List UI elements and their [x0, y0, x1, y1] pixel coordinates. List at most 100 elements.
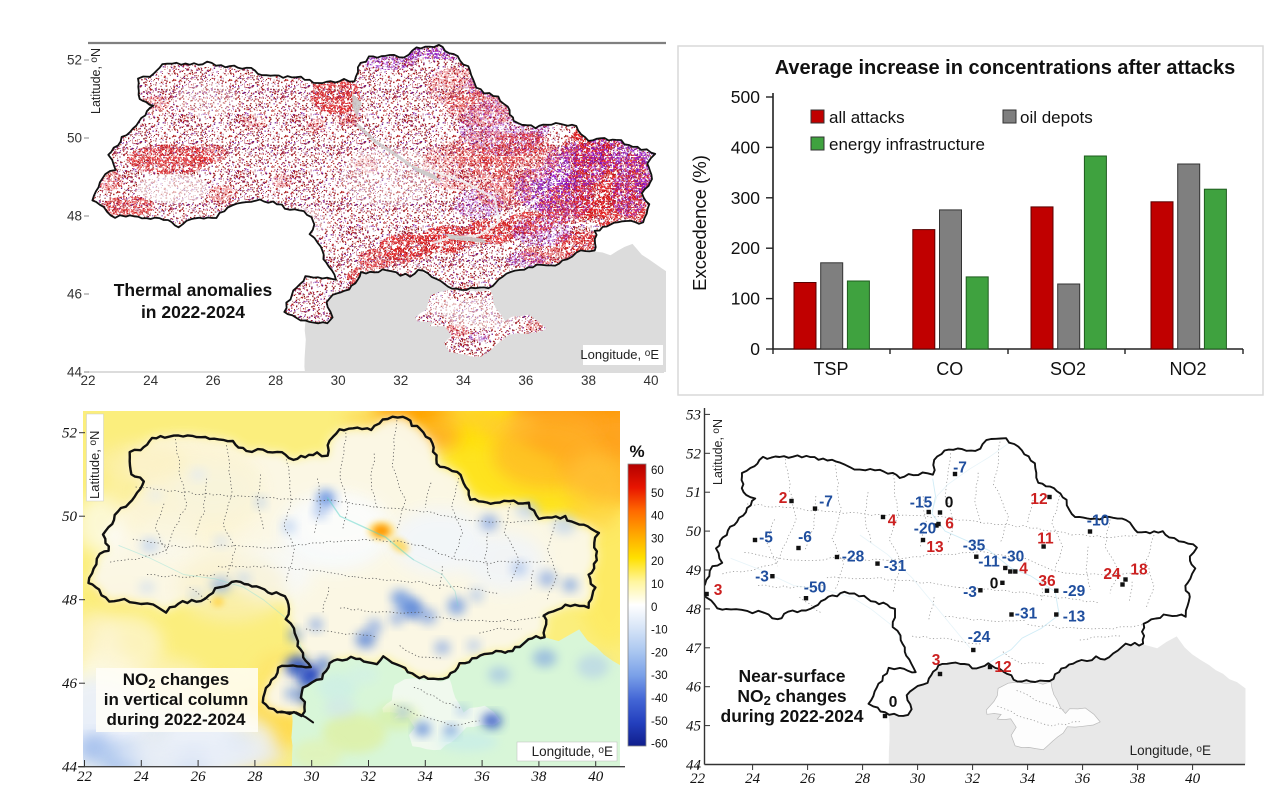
svg-text:-7: -7	[953, 460, 967, 477]
svg-text:-28: -28	[842, 549, 865, 566]
svg-text:38: 38	[581, 373, 596, 388]
svg-text:all attacks: all attacks	[829, 108, 905, 127]
svg-text:4: 4	[888, 513, 897, 530]
svg-text:NO2 changes: NO2 changes	[737, 686, 847, 708]
svg-text:3: 3	[714, 582, 723, 599]
svg-text:44: 44	[62, 760, 78, 776]
svg-text:-13: -13	[1063, 609, 1086, 626]
svg-text:46: 46	[62, 676, 78, 692]
svg-text:NO2: NO2	[1169, 359, 1206, 379]
svg-text:-11: -11	[978, 554, 1000, 571]
svg-text:32: 32	[393, 373, 408, 388]
svg-text:28: 28	[855, 771, 871, 787]
svg-text:30: 30	[331, 373, 346, 388]
svg-text:30: 30	[909, 771, 926, 787]
svg-text:47: 47	[686, 641, 703, 657]
svg-text:2: 2	[779, 490, 788, 507]
svg-text:30: 30	[303, 769, 320, 785]
svg-text:-30: -30	[1002, 549, 1024, 566]
svg-text:51: 51	[686, 485, 701, 501]
svg-text:during 2022-2024: during 2022-2024	[721, 706, 864, 726]
svg-text:22: 22	[80, 373, 95, 388]
svg-text:36: 36	[474, 769, 491, 785]
svg-text:53: 53	[686, 407, 701, 423]
svg-text:-3: -3	[963, 584, 977, 601]
svg-text:Average increase in concentrat: Average increase in concentrations after…	[775, 57, 1236, 79]
svg-text:Longitude, oE: Longitude, oE	[532, 744, 613, 759]
svg-text:-50: -50	[651, 716, 668, 728]
svg-text:38: 38	[1129, 771, 1146, 787]
svg-text:-35: -35	[963, 538, 986, 555]
svg-text:22: 22	[690, 771, 706, 787]
svg-text:-31: -31	[884, 558, 907, 575]
svg-text:18: 18	[1130, 562, 1148, 579]
svg-text:32: 32	[360, 769, 377, 785]
svg-text:36: 36	[1074, 771, 1091, 787]
svg-text:0: 0	[945, 495, 954, 512]
svg-text:400: 400	[731, 137, 760, 157]
svg-text:34: 34	[1019, 771, 1036, 787]
svg-text:-7: -7	[819, 494, 833, 511]
svg-text:-29: -29	[1063, 583, 1086, 600]
svg-text:Exceedence (%): Exceedence (%)	[689, 155, 710, 291]
svg-text:CO: CO	[936, 359, 963, 379]
svg-text:28: 28	[268, 373, 283, 388]
svg-text:13: 13	[926, 539, 944, 556]
svg-text:%: %	[629, 442, 644, 461]
svg-text:10: 10	[651, 579, 664, 591]
svg-text:-5: -5	[759, 530, 773, 547]
svg-text:100: 100	[731, 289, 760, 309]
svg-text:60: 60	[651, 465, 664, 477]
svg-text:50: 50	[651, 488, 664, 500]
svg-text:-15: -15	[910, 495, 933, 512]
svg-text:26: 26	[191, 769, 207, 785]
svg-text:52: 52	[67, 53, 82, 68]
svg-text:4: 4	[1019, 561, 1028, 578]
svg-text:6: 6	[945, 516, 954, 533]
svg-text:24: 24	[134, 769, 150, 785]
svg-text:26: 26	[800, 771, 816, 787]
svg-text:46: 46	[686, 680, 702, 696]
svg-text:52: 52	[686, 446, 702, 462]
svg-text:50: 50	[62, 509, 78, 525]
svg-text:Near-surface: Near-surface	[739, 666, 846, 686]
svg-text:0: 0	[651, 602, 657, 614]
svg-text:46: 46	[67, 287, 82, 302]
svg-text:40: 40	[651, 511, 664, 523]
svg-text:26: 26	[206, 373, 221, 388]
svg-text:28: 28	[247, 769, 263, 785]
svg-text:SO2: SO2	[1050, 359, 1086, 379]
svg-text:NO2 changes: NO2 changes	[123, 670, 229, 691]
svg-text:Longitude, oE: Longitude, oE	[1130, 743, 1211, 758]
svg-text:-20: -20	[651, 647, 668, 659]
svg-text:Longitude, oE: Longitude, oE	[580, 347, 659, 362]
svg-text:oil depots: oil depots	[1020, 108, 1093, 127]
svg-text:-10: -10	[651, 625, 668, 637]
svg-text:-31: -31	[1015, 606, 1038, 623]
svg-text:48: 48	[686, 602, 702, 618]
svg-text:52: 52	[62, 426, 78, 442]
svg-text:-40: -40	[651, 693, 668, 705]
svg-text:200: 200	[731, 238, 760, 258]
svg-text:34: 34	[456, 373, 472, 388]
svg-text:50: 50	[686, 524, 702, 540]
svg-text:24: 24	[143, 373, 159, 388]
svg-text:40: 40	[588, 769, 604, 785]
svg-text:Latitude, oN: Latitude, oN	[711, 419, 725, 485]
svg-text:TSP: TSP	[813, 359, 848, 379]
svg-text:50: 50	[67, 131, 82, 146]
svg-text:-20: -20	[914, 521, 936, 538]
svg-text:in vertical column: in vertical column	[104, 690, 249, 709]
svg-text:48: 48	[67, 209, 82, 224]
svg-text:12: 12	[994, 659, 1011, 676]
svg-text:34: 34	[417, 769, 434, 785]
svg-text:11: 11	[1037, 531, 1054, 548]
svg-text:40: 40	[643, 373, 658, 388]
svg-text:45: 45	[686, 719, 702, 735]
svg-text:40: 40	[1185, 771, 1201, 787]
svg-text:500: 500	[731, 87, 760, 107]
svg-text:in 2022-2024: in 2022-2024	[141, 302, 245, 322]
svg-text:24: 24	[1103, 566, 1121, 583]
svg-text:30: 30	[651, 533, 664, 545]
svg-text:36: 36	[518, 373, 533, 388]
